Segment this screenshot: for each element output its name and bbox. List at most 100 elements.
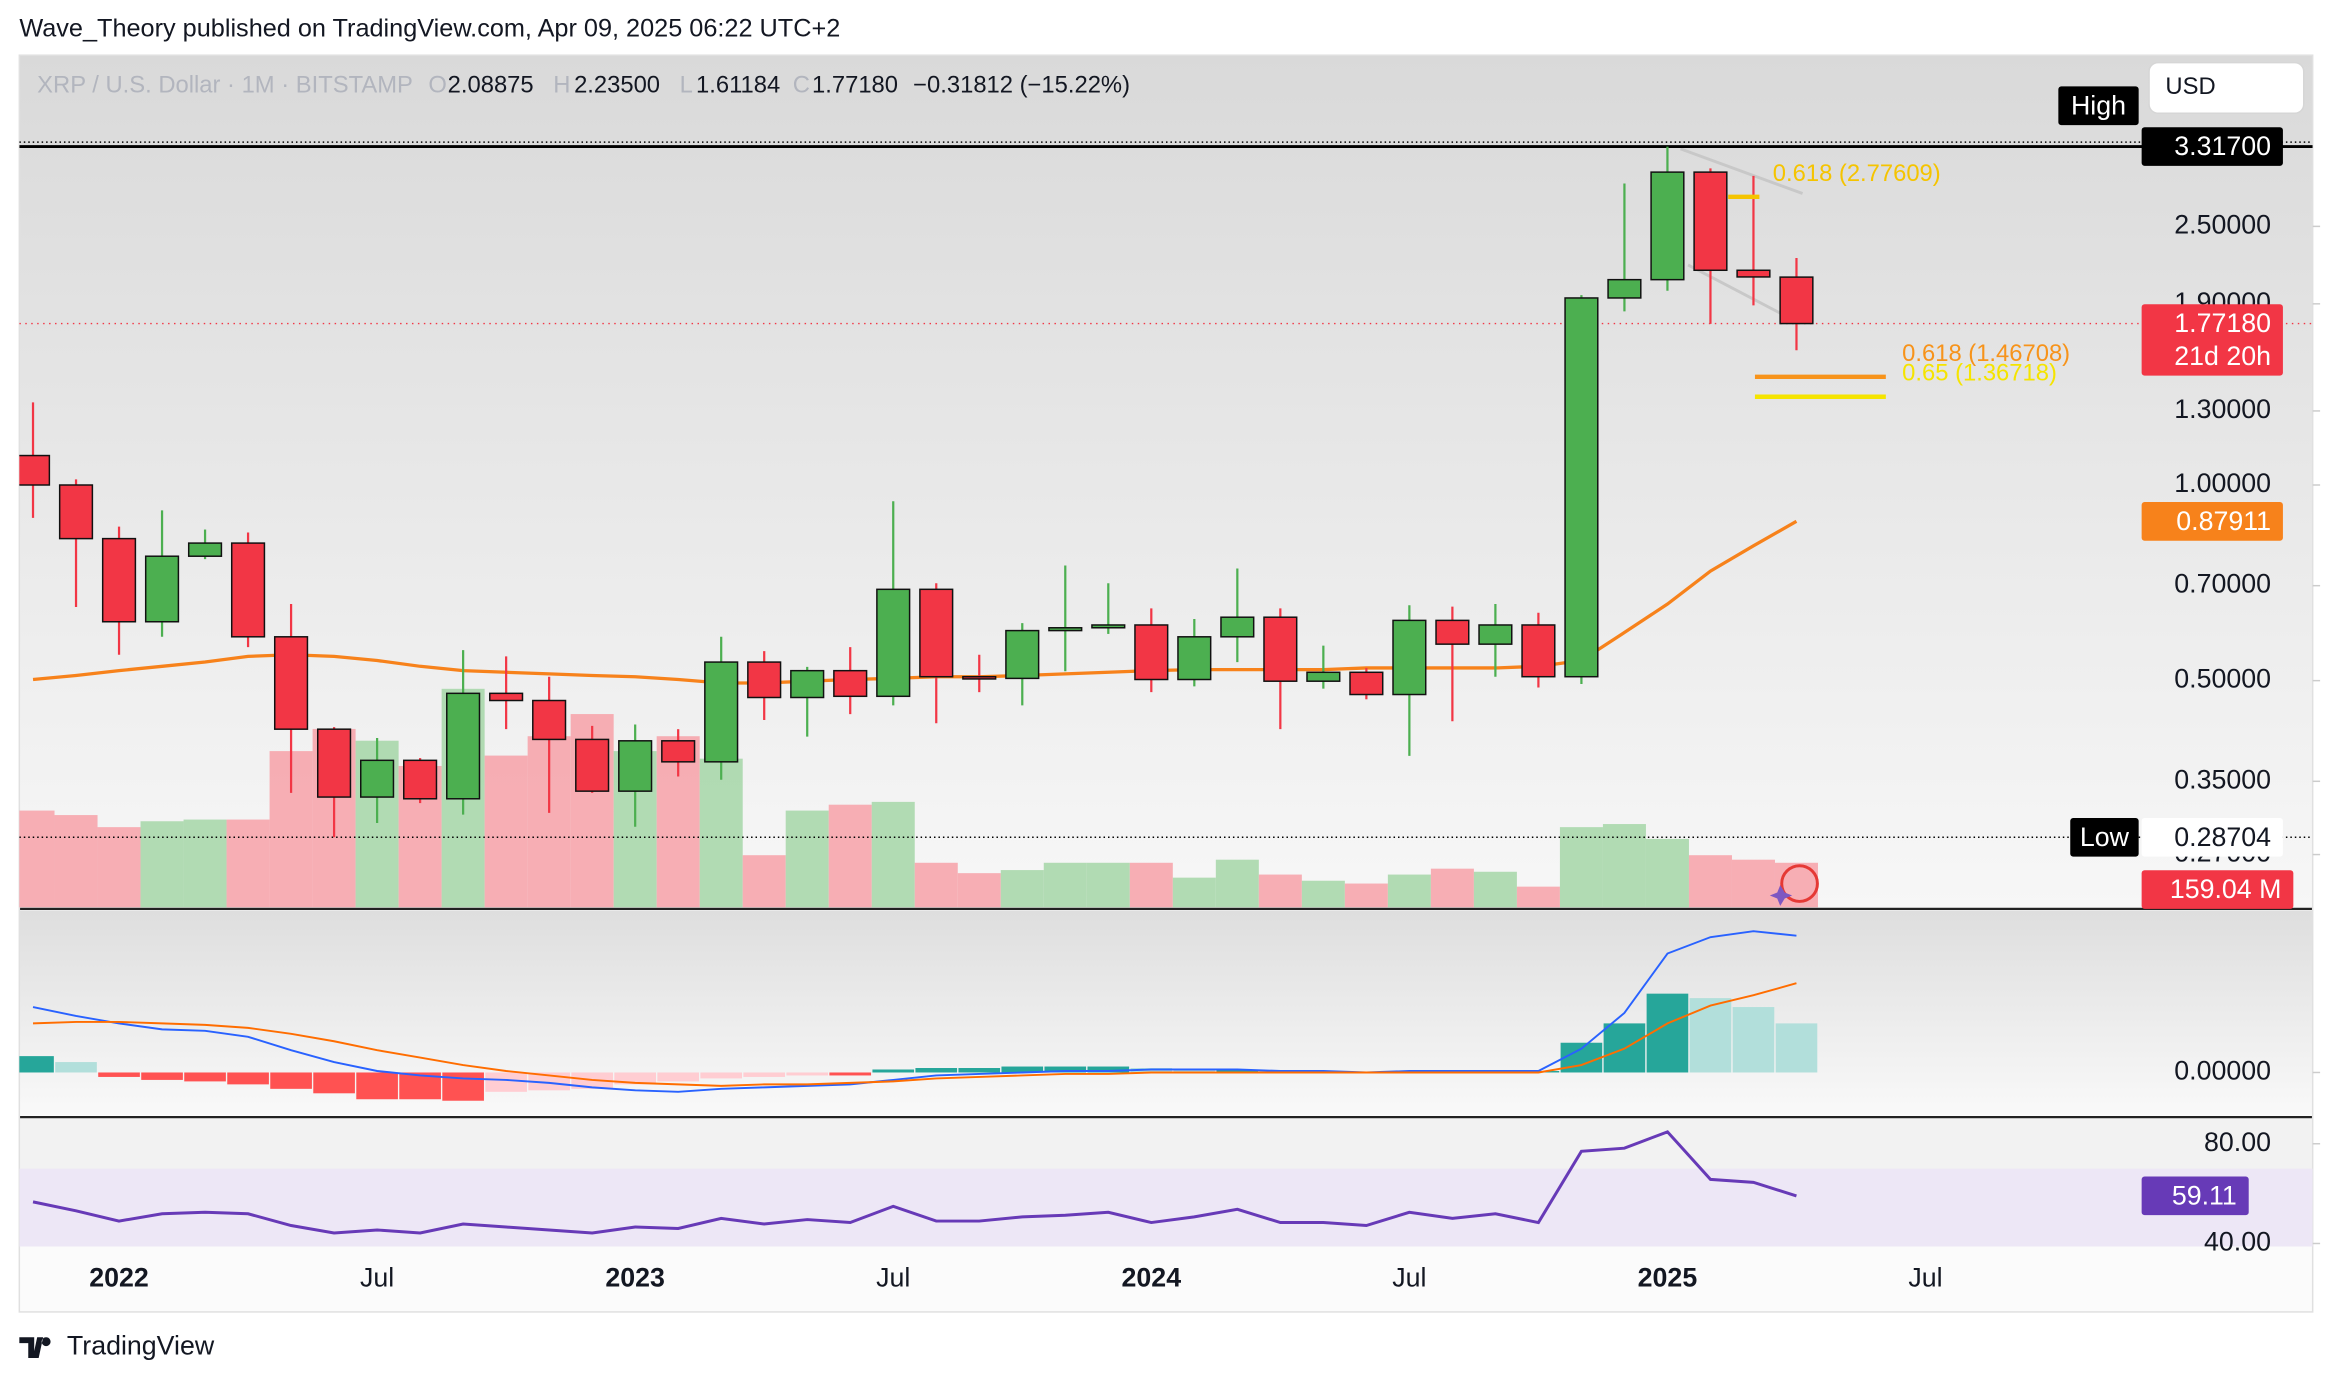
x-tick-label: Jul — [1908, 1262, 1942, 1292]
volume-bar — [1344, 883, 1388, 908]
volume-bar — [19, 810, 55, 908]
candle-body — [1607, 278, 1642, 299]
volume-bar — [1129, 862, 1173, 908]
currency-button-box[interactable] — [2148, 61, 2305, 114]
macd-histogram-bar — [786, 1072, 829, 1076]
macd-tick-label: 0.00000 — [2174, 1056, 2271, 1086]
chart-frame — [18, 54, 2314, 1313]
macd-histogram-bar — [915, 1068, 958, 1073]
candle-body — [1263, 616, 1298, 682]
macd-histogram-bar — [1732, 1007, 1775, 1073]
macd-histogram-bar — [1044, 1066, 1087, 1073]
volume-bar — [1473, 871, 1517, 908]
volume-bar — [785, 810, 829, 908]
volume-bar — [1688, 855, 1732, 908]
price-layer — [19, 141, 2313, 908]
candle-body — [446, 692, 481, 800]
macd-histogram-bar — [19, 1056, 54, 1073]
currency-button[interactable]: USD — [2148, 61, 2305, 114]
candle-body — [1177, 636, 1212, 681]
macd-histogram-bar — [1216, 1069, 1259, 1073]
x-tick-label: Jul — [876, 1262, 910, 1292]
candle-body — [1736, 269, 1771, 278]
last-price-box — [2141, 304, 2283, 376]
legend-value: 2.08875 — [448, 72, 534, 99]
rsi-tick-label: 80.00 — [2204, 1127, 2271, 1157]
x-tick-label: 2024 — [1122, 1262, 1182, 1292]
candle-body — [144, 555, 180, 623]
candle-body — [1306, 671, 1341, 682]
attribution: Wave_Theory published on TradingView.com… — [19, 15, 840, 43]
volume-bar — [1086, 862, 1130, 908]
candle-body — [704, 661, 739, 763]
macd-histogram-bar — [270, 1072, 312, 1089]
macd-histogram-bar — [1087, 1066, 1130, 1073]
low-price-label: 0.28704 — [2174, 822, 2271, 852]
fib-label: 0.618 (1.46708) — [1902, 340, 2070, 367]
macd-histogram-bar — [1689, 998, 1732, 1073]
volume-bar — [1516, 886, 1560, 908]
currency-button-label[interactable]: USD — [2165, 73, 2215, 100]
candle-body — [1478, 624, 1513, 645]
x-tick-label: Jul — [360, 1262, 394, 1292]
volume-bar — [828, 804, 872, 908]
candle-body — [101, 537, 137, 623]
high-name-box — [2058, 86, 2139, 126]
volume-bar — [140, 821, 184, 908]
macd-line — [32, 930, 1797, 1093]
volume-bar — [1731, 859, 1775, 908]
legend-value: 2.23500 — [574, 72, 660, 99]
fib-label: 0.618 (2.77609) — [1773, 160, 1941, 187]
y-tick-label: 0.35000 — [2174, 764, 2271, 794]
candle-body — [230, 542, 266, 638]
macd-histogram-bar — [313, 1072, 355, 1094]
low-name-box — [2070, 817, 2139, 857]
volume-bar — [226, 819, 270, 908]
macd-histogram-bar — [1173, 1069, 1216, 1073]
y-tick-label: 1.30000 — [2174, 394, 2271, 424]
volume-bar — [1602, 824, 1646, 908]
candle-body — [187, 542, 223, 557]
moving-average — [32, 519, 1798, 685]
ma-label-box — [2141, 502, 2283, 541]
volume-bar — [699, 758, 743, 908]
rsi-layer — [19, 1130, 2313, 1247]
candle-body — [1435, 619, 1470, 645]
volume-bar — [1301, 880, 1345, 908]
candle-body — [532, 699, 567, 741]
rsi-label-box — [2141, 1176, 2249, 1216]
legend-change: −0.31812 (−15.22%) — [913, 72, 1130, 99]
candle-body — [833, 669, 868, 698]
candle-body — [1005, 629, 1040, 680]
volume-bar — [1000, 870, 1044, 908]
price-pane — [19, 55, 2313, 908]
brand-name: TradingView — [67, 1331, 215, 1361]
volume-bar — [1043, 862, 1087, 908]
symbol-title: XRP / U.S. Dollar · 1M · BITSTAMP — [37, 72, 413, 99]
volume-bar — [871, 801, 915, 908]
volume-bar — [1172, 877, 1216, 908]
icon-star — [1769, 885, 1793, 906]
legend-key: C — [793, 72, 810, 99]
rsi-tick-label: 40.00 — [2204, 1227, 2271, 1257]
legend-key: H — [553, 72, 570, 99]
volume-bar — [1387, 874, 1431, 908]
macd-histogram-bar — [1775, 1023, 1818, 1073]
macd-histogram-bar — [184, 1072, 226, 1082]
ma-label: 0.87911 — [2176, 506, 2271, 536]
volume-bar — [183, 819, 227, 908]
macd-histogram-bar — [1646, 993, 1689, 1073]
axis-layer: 2.500001.900001.300001.000000.700000.500… — [89, 86, 2321, 1292]
candle-body — [790, 669, 825, 699]
y-tick-label: 0.70000 — [2174, 569, 2271, 599]
last-price-label: 1.77180 — [2174, 308, 2271, 338]
candle-body — [1220, 616, 1255, 638]
macd-histogram-bar — [614, 1072, 656, 1085]
macd-histogram-bar — [1001, 1066, 1044, 1073]
candle-body — [1521, 624, 1556, 678]
y-tick-label: 1.00000 — [2174, 468, 2271, 498]
brand: TradingView — [19, 1331, 215, 1361]
x-tick-label: 2023 — [605, 1262, 665, 1292]
macd-histogram-bar — [55, 1062, 97, 1073]
brand-logo — [19, 1337, 51, 1359]
